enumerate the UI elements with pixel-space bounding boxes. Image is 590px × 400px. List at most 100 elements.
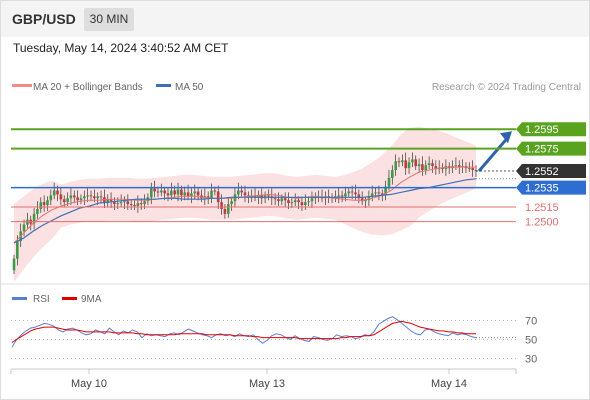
level-tag bbox=[516, 141, 586, 156]
candle-body bbox=[253, 195, 257, 198]
candle-body bbox=[129, 204, 133, 206]
candle-body bbox=[46, 200, 49, 206]
candle-body bbox=[370, 193, 374, 197]
candle-body bbox=[39, 202, 43, 209]
candle-body bbox=[160, 190, 163, 193]
x-axis: May 10 May 13 May 14 bbox=[71, 369, 467, 390]
candle-body bbox=[290, 202, 294, 204]
x-tick-label: May 14 bbox=[431, 378, 467, 390]
candle-body bbox=[304, 202, 307, 206]
chart-header: GBP/USD 30 MIN bbox=[1, 1, 589, 37]
candle-body bbox=[113, 201, 116, 205]
candle-body bbox=[407, 162, 411, 169]
candle-body bbox=[52, 190, 56, 196]
candle-body bbox=[421, 164, 424, 170]
candle-body bbox=[210, 190, 213, 199]
legend-ma20-label: MA 20 + Bollinger Bands bbox=[33, 82, 143, 93]
candle-body bbox=[119, 202, 123, 204]
candle-body bbox=[89, 195, 93, 197]
candle-body bbox=[391, 170, 394, 178]
candle-body bbox=[59, 194, 63, 200]
x-tick-label: May 13 bbox=[249, 378, 285, 390]
level-label: 1.2575 bbox=[525, 144, 559, 156]
candle-body bbox=[424, 165, 428, 171]
ma50-line bbox=[13, 178, 477, 244]
candle-body bbox=[340, 195, 344, 197]
candle-body bbox=[42, 202, 46, 206]
copyright-label: Research © 2024 Trading Central bbox=[432, 82, 581, 93]
candle-body bbox=[411, 159, 414, 163]
candle-body bbox=[109, 199, 113, 202]
projection-arrow-head bbox=[500, 131, 512, 144]
candle-body bbox=[193, 191, 197, 194]
bollinger-band bbox=[14, 126, 476, 282]
candle-body bbox=[468, 168, 471, 170]
candle-body bbox=[240, 190, 243, 193]
candle-body bbox=[49, 195, 53, 201]
candle-body bbox=[280, 198, 284, 202]
candle-body bbox=[277, 199, 280, 202]
candle-body bbox=[180, 189, 183, 196]
candle-body bbox=[287, 200, 290, 204]
candle-body bbox=[401, 160, 404, 163]
candle-body bbox=[404, 160, 407, 169]
candle-body bbox=[136, 203, 140, 206]
candle-body bbox=[273, 198, 277, 200]
candle-body bbox=[437, 168, 441, 170]
rsi-panel: 70 50 30 bbox=[11, 316, 537, 366]
candle-body bbox=[12, 258, 16, 271]
candle-body bbox=[170, 190, 173, 196]
legend-ma50-label: MA 50 bbox=[175, 82, 204, 93]
candle-body bbox=[374, 192, 377, 194]
candle-body bbox=[434, 166, 438, 170]
legend-rsi-swatch bbox=[12, 297, 27, 300]
candle-body bbox=[417, 164, 421, 167]
candle-body bbox=[139, 203, 143, 205]
candle-body bbox=[62, 199, 66, 203]
level-label: 1.2535 bbox=[525, 183, 559, 195]
candle-body bbox=[79, 198, 83, 201]
candle-body bbox=[377, 192, 381, 194]
candle-body bbox=[133, 205, 136, 207]
rsi-line bbox=[11, 316, 477, 348]
legend-9ma-label: 9MA bbox=[81, 294, 102, 305]
candle-body bbox=[431, 163, 434, 167]
candle-body bbox=[176, 189, 180, 195]
candle-body bbox=[153, 188, 156, 192]
timeframe-button[interactable]: 30 MIN bbox=[84, 8, 134, 31]
candle-body bbox=[73, 195, 76, 198]
candle-body bbox=[357, 194, 361, 199]
level-label: 1.2595 bbox=[525, 124, 559, 136]
datetime-label: Tuesday, May 14, 2024 3:40:52 AM CET bbox=[13, 41, 229, 55]
candle-body bbox=[387, 177, 391, 187]
candle-body bbox=[206, 196, 210, 199]
candle-body bbox=[216, 191, 220, 203]
candle-body bbox=[186, 192, 190, 197]
candle-body bbox=[26, 219, 29, 225]
candle-body bbox=[173, 190, 176, 195]
symbol-title: GBP/USD bbox=[12, 11, 76, 27]
legend-rsi-label: RSI bbox=[33, 294, 50, 305]
candle-body bbox=[220, 202, 223, 209]
candle-body bbox=[337, 195, 340, 197]
candle-body bbox=[163, 190, 166, 194]
candle-body bbox=[93, 196, 96, 199]
candle-body bbox=[243, 192, 247, 196]
x-tick-label: May 10 bbox=[71, 378, 107, 390]
candle-body bbox=[307, 201, 310, 203]
candle-body bbox=[297, 200, 300, 203]
candle-body bbox=[213, 190, 217, 192]
level-label: 1.2500 bbox=[525, 217, 559, 229]
candle-body bbox=[310, 198, 314, 202]
candle-body bbox=[196, 191, 200, 196]
candle-body bbox=[223, 209, 227, 214]
candle-body bbox=[237, 190, 240, 195]
candle-body bbox=[86, 195, 89, 197]
candle-body bbox=[354, 192, 357, 195]
candle-body bbox=[458, 165, 461, 168]
candle-body bbox=[126, 201, 130, 205]
candle-body bbox=[36, 209, 39, 214]
candle-body bbox=[99, 196, 103, 198]
candle-body bbox=[344, 193, 347, 197]
candle-body bbox=[283, 198, 287, 201]
